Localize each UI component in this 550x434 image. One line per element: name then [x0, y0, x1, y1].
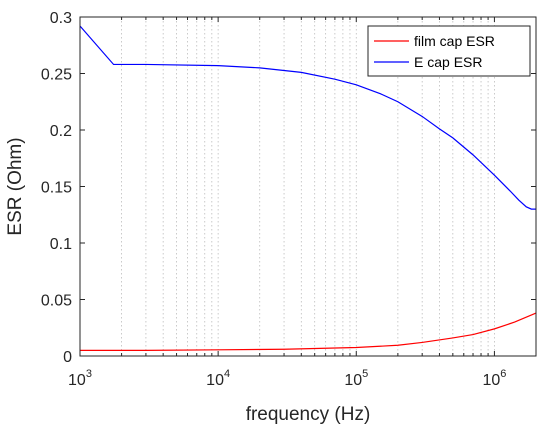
y-tick-label: 0.15	[41, 180, 72, 197]
y-tick-label: 0.2	[50, 123, 72, 140]
x-tick-label: 103	[68, 368, 92, 389]
x-tick-label: 104	[206, 368, 230, 389]
axis-ticks	[79, 16, 537, 357]
x-axis-label: frequency (Hz)	[246, 404, 371, 425]
y-tick-label: 0.3	[50, 10, 72, 27]
legend: film cap ESR E cap ESR	[367, 25, 531, 77]
film-cap-esr-line	[80, 312, 537, 351]
x-tick-label: 106	[482, 368, 506, 389]
y-tick-label: 0.05	[41, 293, 72, 310]
y-tick-label: 0.1	[50, 236, 72, 253]
y-tick-label: 0	[63, 349, 72, 366]
legend-label-e-cap: E cap ESR	[414, 54, 482, 70]
e-cap-esr-line	[79, 25, 536, 210]
y-tick-labels: 0 0.05 0.1 0.15 0.2 0.25 0.3	[41, 10, 72, 366]
x-tick-label: 105	[344, 368, 368, 389]
y-axis-label: ESR (Ohm)	[5, 137, 26, 235]
x-tick-labels: 103 104 105 106	[68, 368, 506, 389]
legend-label-film-cap: film cap ESR	[414, 33, 495, 49]
y-tick-label: 0.25	[41, 67, 72, 84]
plot-series	[79, 25, 537, 351]
legend-box	[367, 25, 531, 77]
